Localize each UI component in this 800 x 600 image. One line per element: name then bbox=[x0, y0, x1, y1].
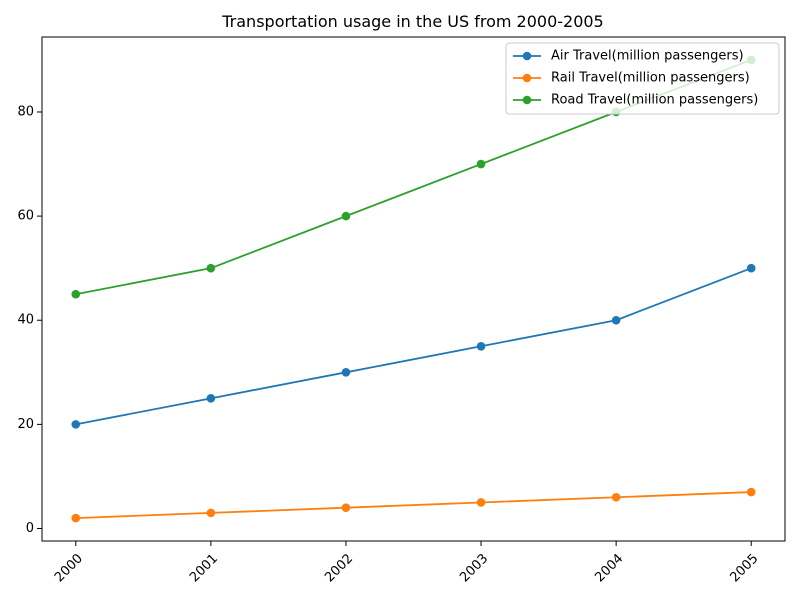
data-point bbox=[611, 315, 621, 325]
data-point bbox=[71, 513, 81, 523]
x-tick-label: 2002 bbox=[322, 551, 356, 585]
data-point bbox=[611, 492, 621, 502]
legend-item: Rail Travel(million passengers) bbox=[513, 71, 750, 86]
data-point bbox=[206, 263, 216, 273]
y-tick-label: 80 bbox=[17, 104, 34, 119]
series-1 bbox=[71, 487, 756, 523]
legend-label: Rail Travel(million passengers) bbox=[551, 71, 750, 86]
legend-item: Road Travel(million passengers) bbox=[513, 93, 758, 108]
x-tick-label: 2004 bbox=[592, 551, 626, 585]
data-point bbox=[71, 289, 81, 299]
legend-box bbox=[505, 42, 780, 115]
y-tick-label: 0 bbox=[26, 521, 34, 536]
x-tick-label: 2001 bbox=[187, 551, 221, 585]
series-line bbox=[75, 491, 752, 519]
legend-label: Air Travel(million passengers) bbox=[551, 49, 744, 64]
data-point bbox=[746, 263, 756, 273]
data-point bbox=[476, 341, 486, 351]
y-axis: 0 20 40 60 80 bbox=[17, 104, 42, 536]
y-tick-label: 40 bbox=[17, 313, 34, 328]
x-tick-label: 2003 bbox=[457, 551, 491, 585]
x-axis: 2000 2001 2002 2003 2004 2005 bbox=[52, 541, 761, 585]
y-tick-label: 60 bbox=[17, 209, 34, 224]
y-tick-label: 20 bbox=[17, 417, 34, 432]
legend: Air Travel(million passengers) Rail Trave… bbox=[505, 42, 780, 115]
data-point bbox=[476, 498, 486, 507]
data-point bbox=[71, 420, 81, 429]
data-point bbox=[341, 211, 351, 221]
legend-swatch-marker bbox=[522, 95, 532, 105]
chart-title: Transportation usage in the US from 2000… bbox=[221, 12, 603, 31]
legend-swatch-marker bbox=[522, 51, 532, 61]
plot-area bbox=[41, 36, 786, 542]
data-point bbox=[746, 487, 756, 497]
data-point bbox=[476, 159, 486, 169]
legend-label: Road Travel(million passengers) bbox=[551, 93, 758, 108]
series-layer bbox=[71, 55, 756, 523]
legend-item: Air Travel(million passengers) bbox=[513, 49, 744, 64]
x-tick-label: 2000 bbox=[52, 551, 86, 585]
data-point bbox=[206, 394, 216, 403]
plot-frame bbox=[41, 36, 786, 542]
data-point bbox=[341, 503, 351, 512]
series-line bbox=[75, 267, 752, 426]
series-0 bbox=[71, 263, 756, 429]
data-point bbox=[341, 368, 351, 377]
x-tick-label: 2005 bbox=[727, 551, 761, 585]
data-point bbox=[206, 508, 216, 518]
legend-swatch-marker bbox=[522, 73, 532, 83]
